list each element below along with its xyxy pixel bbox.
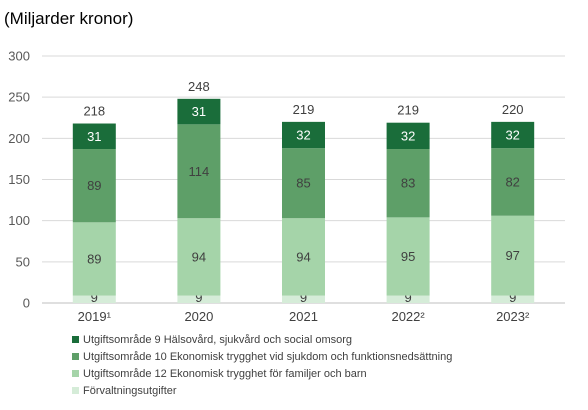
y-tick-label: 250 <box>8 90 30 105</box>
legend-label: Förvaltningsutgifter <box>83 384 177 397</box>
legend-label: Utgiftsområde 9 Hälsovård, sjukvård och … <box>83 333 353 346</box>
bar-segment-label: 94 <box>192 249 206 264</box>
x-category-label: 2020 <box>184 309 213 324</box>
bar-segment-label: 9 <box>509 290 516 305</box>
bar-segment <box>282 295 325 303</box>
bar-segment-label: 94 <box>296 249 310 264</box>
bar-total-label: 218 <box>83 104 105 119</box>
bar-segment <box>386 217 430 296</box>
y-tick-label: 50 <box>16 254 30 269</box>
legend-swatch <box>72 370 79 377</box>
legend-swatch <box>72 336 79 343</box>
bar-segment-label: 32 <box>296 128 310 143</box>
legend-swatch <box>72 387 79 394</box>
chart-legend: Utgiftsområde 9 Hälsovård, sjukvård och … <box>72 331 572 399</box>
bar-segment <box>491 215 535 296</box>
bar-segment-label: 89 <box>87 251 101 266</box>
bar-segment-label: 9 <box>91 290 98 305</box>
bar-segment <box>177 218 221 296</box>
bar-segment-label: 32 <box>401 128 415 143</box>
x-category-label: 2019¹ <box>78 309 112 324</box>
bar-segment-label: 89 <box>87 178 101 193</box>
bar-segment-label: 97 <box>505 248 519 263</box>
bar-segment-label: 31 <box>87 129 101 144</box>
bar-segment-label: 114 <box>189 164 210 179</box>
bar-segment <box>386 295 430 303</box>
bar-segment <box>386 149 430 218</box>
bar-segment-label: 83 <box>401 176 415 191</box>
bar-segment-label: 95 <box>401 249 415 264</box>
x-category-label: 2023² <box>496 309 530 324</box>
legend-item: Utgiftsområde 12 Ekonomisk trygghet för … <box>72 365 572 382</box>
bar-segment <box>177 124 221 219</box>
bar-segment <box>282 121 325 149</box>
bar-segment <box>72 295 116 303</box>
bar-segment <box>177 295 221 303</box>
bar-segment-label: 9 <box>404 290 411 305</box>
x-category-label: 2021 <box>289 309 318 324</box>
bar-segment-label: 31 <box>192 104 206 119</box>
bar-segment <box>386 122 430 150</box>
bar-segment-label: 9 <box>300 290 307 305</box>
stacked-bar-chart: 0 50 100 150 200 250 300 9 89 89 31 218 2019¹ 9 94 114 3… <box>8 49 565 324</box>
legend-item: Utgiftsområde 10 Ekonomisk trygghet vid … <box>72 348 572 365</box>
bar-segment <box>491 121 535 149</box>
bar-total-label: 248 <box>188 79 210 94</box>
chart-unit-label: (Miljarder kronor) <box>4 9 134 28</box>
legend-label: Utgiftsområde 10 Ekonomisk trygghet vid … <box>83 350 453 363</box>
y-tick-label: 150 <box>8 172 30 187</box>
y-tick-label: 300 <box>8 49 30 64</box>
bar-segment <box>491 295 535 303</box>
bar-total-label: 219 <box>293 102 315 117</box>
bar-segment <box>491 148 535 216</box>
bar-segment <box>282 218 325 296</box>
x-category-label: 2022² <box>391 309 425 324</box>
legend-label: Utgiftsområde 12 Ekonomisk trygghet för … <box>83 367 367 380</box>
bar-segment-label: 9 <box>195 290 202 305</box>
bar-segment <box>72 123 116 150</box>
bar-segment <box>282 148 325 219</box>
bar-segment-label: 32 <box>505 128 519 143</box>
legend-item: Utgiftsområde 9 Hälsovård, sjukvård och … <box>72 331 572 348</box>
bar-total-label: 219 <box>397 103 419 118</box>
y-tick-label: 200 <box>8 131 30 146</box>
y-tick-label: 100 <box>8 213 30 228</box>
bar-segment <box>177 98 221 125</box>
bar-segment <box>72 149 116 223</box>
legend-item: Förvaltningsutgifter <box>72 382 572 399</box>
bar-segment <box>72 222 116 296</box>
y-tick-label: 0 <box>23 296 30 311</box>
bar-segment-label: 82 <box>505 174 519 189</box>
bar-segment-label: 85 <box>296 176 310 191</box>
bar-total-label: 220 <box>502 102 524 117</box>
legend-swatch <box>72 353 79 360</box>
